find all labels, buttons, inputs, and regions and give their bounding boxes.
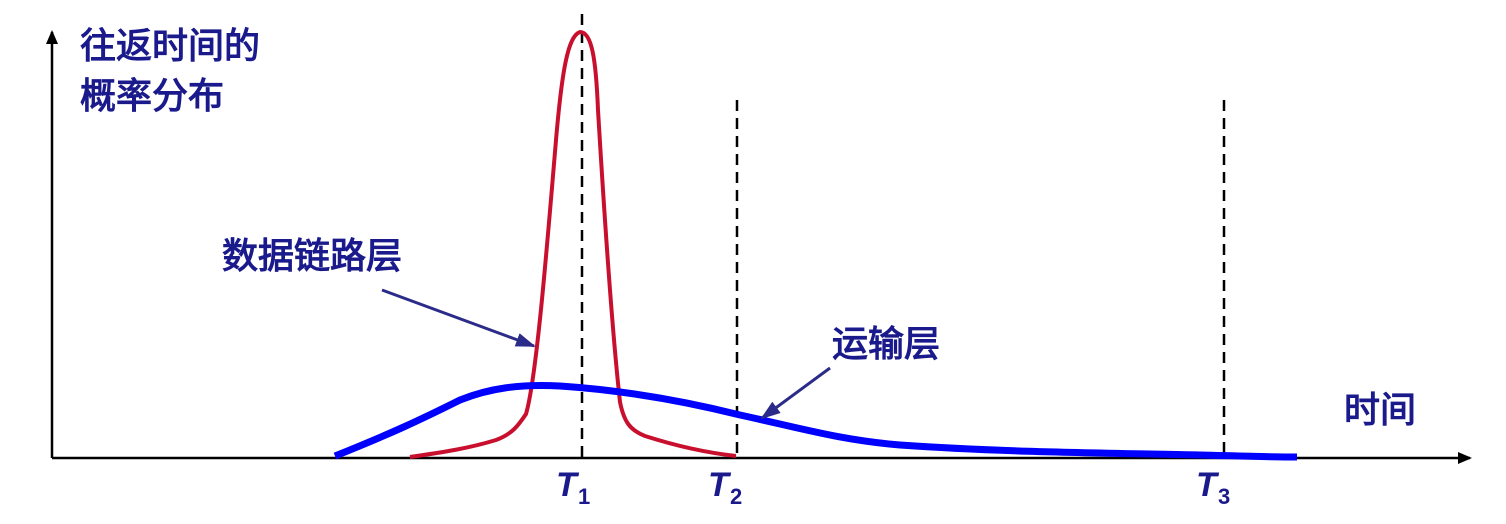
data-link-layer-curve (409, 29, 737, 459)
svg-text:T: T (708, 466, 732, 504)
x-axis-label: 时间 (1344, 390, 1416, 431)
transport-layer-label: 运输层 (832, 324, 940, 365)
svg-text:3: 3 (1218, 484, 1230, 509)
svg-text:2: 2 (730, 484, 742, 509)
svg-text:T: T (1196, 466, 1220, 504)
data-link-pointer-arrow (381, 288, 536, 348)
svg-text:T: T (556, 466, 580, 504)
t3-tick-label: T 3 (1196, 466, 1230, 509)
data-link-layer-label: 数据链路层 (222, 236, 402, 277)
t2-tick-label: T 2 (708, 466, 742, 509)
y-axis-label-line-1: 往返时间的 (80, 26, 260, 67)
t1-tick-label: T 1 (556, 466, 590, 509)
transport-pointer-arrow (760, 366, 831, 420)
y-axis-label-line-2: 概率分布 (80, 76, 224, 117)
transport-layer-curve (333, 382, 1298, 461)
svg-text:1: 1 (578, 484, 590, 509)
